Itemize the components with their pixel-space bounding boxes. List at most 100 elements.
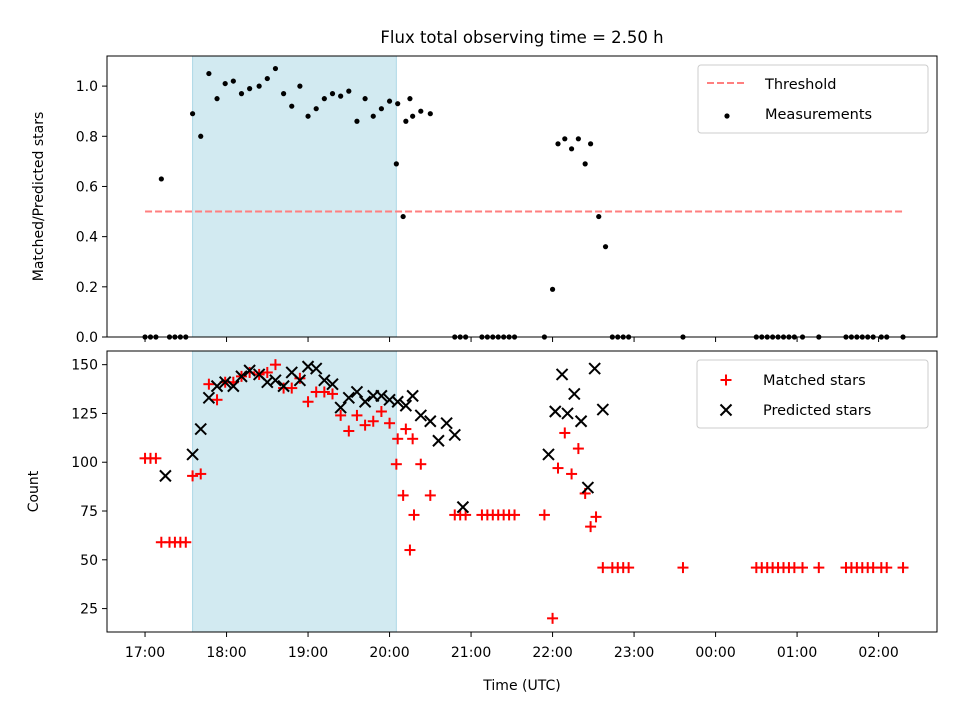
matched-point [384, 417, 396, 429]
legend-measurements-label: Measurements [765, 107, 872, 123]
measurement-point [575, 136, 581, 142]
predicted-point [293, 374, 307, 387]
matched-point [797, 562, 809, 574]
measurement-point [582, 161, 588, 167]
matched-point [392, 433, 404, 445]
measurement-point [568, 146, 575, 152]
matched-point [590, 511, 602, 523]
measurement-point [393, 161, 399, 167]
matched-point [359, 419, 371, 431]
legend-measurements-swatch [724, 113, 730, 119]
measurement-point [189, 111, 196, 117]
measurement-point [403, 118, 409, 124]
legend-threshold-label: Threshold [764, 77, 836, 93]
bottom-x-ticks: 17:00 18:00 19:00 20:00 21:00 22:00 23:00 00:00… [125, 632, 899, 661]
predicted-point [309, 362, 323, 375]
y-tick-label: 0.4 [76, 230, 98, 246]
observing-window-band [192, 55, 397, 338]
x-tick-label: 18:00 [206, 645, 246, 661]
matched-point [375, 405, 387, 417]
y-tick-label: 0.2 [76, 280, 98, 296]
predicted-point [227, 379, 240, 393]
measurement-point [206, 70, 212, 77]
predicted-point [588, 362, 601, 375]
x-tick-label: 22:00 [532, 645, 572, 661]
matched-point [460, 509, 472, 521]
matched-point [203, 378, 215, 390]
predicted-point [549, 405, 562, 418]
predicted-point [561, 407, 574, 420]
matched-point [677, 562, 689, 574]
measurement-point [256, 83, 262, 89]
predicted-point [440, 416, 453, 430]
y-tick-label: 75 [80, 504, 98, 520]
predicted-point [318, 374, 331, 387]
matched-point [335, 409, 347, 421]
measurement-point [247, 86, 253, 92]
matched-point [397, 489, 409, 501]
predicted-point [432, 434, 445, 447]
matched-point [286, 382, 298, 394]
legend-matched-swatch [720, 374, 732, 386]
predicted-point [358, 395, 372, 408]
matched-point [187, 470, 199, 482]
predicted-point [194, 422, 207, 436]
predicted-point [277, 379, 290, 393]
predicted-point [210, 379, 224, 393]
bottom-panel-count: 25 50 75 100 125 150 17:00 18:00 19:00 20:00 21:0… [26, 350, 938, 694]
matched-point [195, 468, 207, 480]
matched-point [538, 509, 550, 521]
measurement-point [418, 108, 424, 114]
matched-point [585, 521, 597, 533]
matched-point [150, 452, 162, 464]
measurement-point [378, 106, 385, 112]
y-tick-label: 0.8 [76, 129, 98, 145]
matched-point [559, 427, 571, 439]
measurement-point [313, 106, 319, 112]
measurement-point [362, 96, 368, 102]
matched-point [572, 443, 584, 455]
matched-point [351, 409, 363, 421]
legend-matched-label: Matched stars [763, 373, 866, 389]
measurement-point [562, 136, 568, 142]
measurement-point [222, 80, 228, 87]
measurement-point [289, 103, 295, 109]
predicted-point [391, 395, 404, 408]
x-tick-label: 19:00 [288, 645, 328, 661]
matched-point [400, 423, 412, 435]
chart-title: Flux total observing time = 2.50 h [380, 28, 663, 47]
matched-point [269, 359, 281, 371]
predicted-point [414, 409, 428, 422]
x-tick-label: 20:00 [369, 645, 409, 661]
predicted-point [424, 415, 437, 428]
predicted-point [581, 481, 595, 494]
measurement-points [142, 65, 906, 340]
y-tick-label: 100 [71, 455, 98, 471]
predicted-point [202, 391, 216, 405]
x-tick-label: 23:00 [614, 645, 654, 661]
predicted-point [186, 448, 199, 461]
predicted-point [218, 376, 232, 389]
matched-point [415, 458, 427, 470]
measurement-point [407, 96, 413, 102]
measurement-point [338, 93, 344, 99]
x-axis-label: Time (UTC) [482, 678, 560, 694]
measurement-point [588, 141, 594, 147]
measurement-point [410, 113, 416, 119]
predicted-point [399, 399, 413, 412]
predicted-point [542, 448, 555, 461]
predicted-point [406, 389, 419, 403]
predicted-point [448, 428, 461, 442]
x-tick-label: 17:00 [125, 645, 165, 661]
matched-point [897, 562, 909, 574]
matched-point [552, 462, 564, 474]
matched-point [211, 394, 223, 406]
bottom-legend-box [696, 359, 929, 429]
y-tick-label: 1.0 [76, 79, 98, 95]
measurement-point [198, 133, 204, 139]
matched-point [343, 425, 355, 437]
y-tick-label: 150 [71, 358, 98, 374]
top-y-ticks: 0.0 0.2 0.4 0.6 0.8 1.0 [76, 79, 107, 346]
measurement-point [346, 88, 352, 94]
